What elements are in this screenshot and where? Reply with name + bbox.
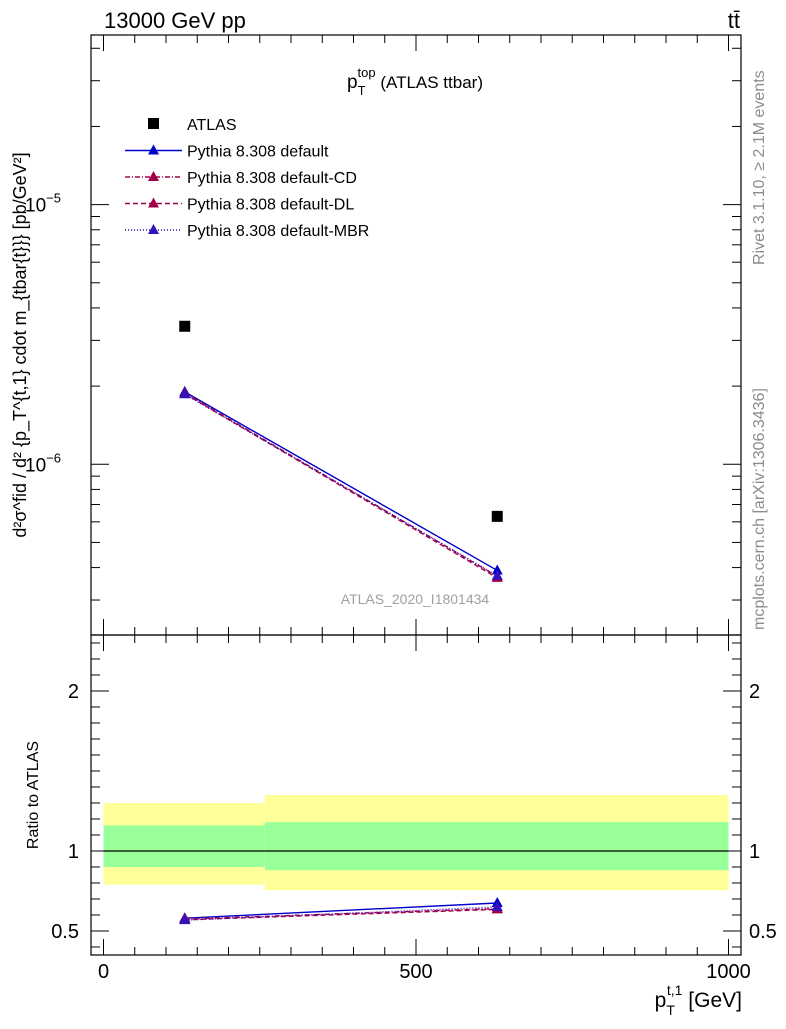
ratio-y-tick-label: 1 [68,841,79,863]
header-left: 13000 GeV pp [104,8,246,33]
series-point-3 [491,569,503,580]
series-point-3 [179,388,191,399]
ratio-line-3 [184,906,498,921]
ratio-y-tick-label-right: 2 [749,681,760,703]
chart-title: pTtop (ATLAS ttbar) [347,65,483,98]
atlas-data-point [491,510,503,522]
legend-marker-2 [148,197,159,208]
y-tick-exp: −5 [46,191,61,206]
y-axis-label-ratio: Ratio to ATLAS [25,741,42,849]
title-sub: T [358,83,366,98]
main-marks [179,320,503,582]
xlabel-main: p [655,989,667,1012]
legend-label: Pythia 8.308 default [187,144,329,161]
y-tick-exp: −6 [46,450,61,465]
xlabel-sup: t,1 [667,982,683,998]
ratio-y-tick-label-right: 1 [749,841,760,863]
x-axis-label: pTt,1 [GeV] [655,982,742,1018]
main-ticks: 10−6 10−5 [25,35,741,635]
main-panel: 10−6 10−5 pTtop (ATLAS ttbar) ATLAS_2020_… [10,34,742,636]
ratio-line-2 [184,908,498,921]
band-green-0 [103,825,265,867]
ratio-marks [179,897,503,925]
ratio-y-tick-label-right: 0.5 [749,921,777,943]
legend-marker-1 [148,171,159,181]
x-tick-label: 500 [399,961,432,983]
xlabel-rest: [GeV] [682,989,742,1012]
legend-label: Pythia 8.308 default-CD [187,170,357,187]
legend-label: Pythia 8.308 default-MBR [187,223,369,240]
ratio-y-tick-label: 2 [68,681,79,703]
ratio-point-3 [491,901,503,911]
series-line-3 [184,393,498,577]
legend-label: ATLAS [187,117,237,134]
y-tick-label: 10−5 [25,191,61,217]
uncertainty-bands [103,795,729,891]
atlas-data-point [179,320,191,332]
series-point-0 [491,564,503,575]
watermark: ATLAS_2020_I1801434 [341,591,490,607]
ratio-line-0 [184,902,498,919]
ratio-ticks: 0.5 0.5 1 1 2 2 0 500 1000 [51,635,777,983]
title-sup: top [358,65,376,80]
mcplots-label: mcplots.cern.ch [arXiv:1306.3436] [751,388,768,630]
title-main: p [347,72,358,93]
ratio-y-tick-label: 0.5 [51,921,79,943]
legend-marker-0 [148,144,159,155]
ratio-frame [90,634,742,956]
legend: ATLAS Pythia 8.308 default Pythia 8.308 de… [125,117,369,240]
series-line-0 [184,391,498,572]
x-tick-label: 1000 [706,961,751,983]
header-right: tt̄ [728,8,740,33]
ratio-point-3 [179,914,191,925]
ratio-line-1 [184,907,498,920]
rivet-label: Rivet 3.1.10, ≥ 2.1M events [751,70,768,265]
band-green-1 [264,822,729,871]
title-rest: (ATLAS ttbar) [376,73,483,92]
legend-marker-atlas [148,118,159,129]
xlabel-sub: T [666,1002,675,1018]
legend-marker-3 [148,224,159,234]
x-tick-label: 0 [98,961,109,983]
y-axis-label-main: d²σ^fid / d² {p_T^{t,1} cdot m_{tbar{t}}… [10,152,31,537]
y-tick-label: 10−6 [25,450,61,476]
legend-label: Pythia 8.308 default-DL [187,197,354,214]
ratio-panel: 0.5 0.5 1 1 2 2 0 500 1000 Ratio to ATLAS pTt,1 … [25,634,777,1018]
